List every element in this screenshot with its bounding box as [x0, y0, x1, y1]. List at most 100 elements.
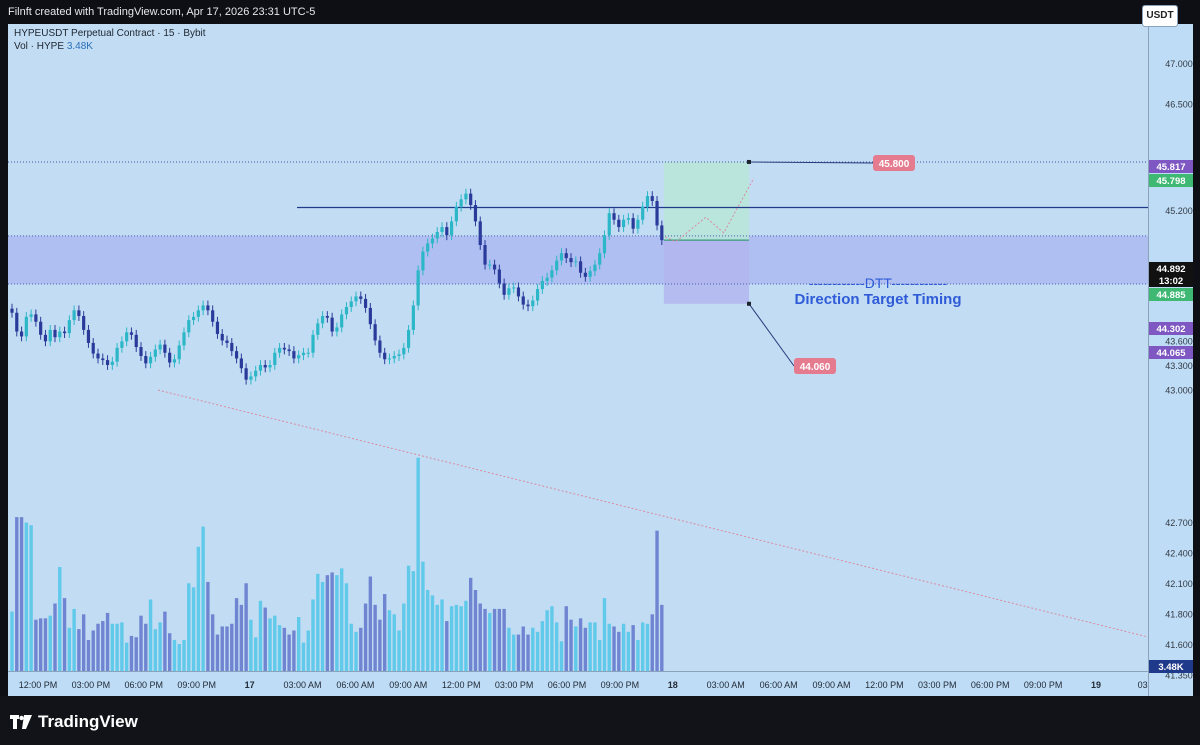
volume-bar — [607, 623, 611, 671]
volume-bar — [660, 604, 664, 671]
dtt-annotation-title: ------------DTT------------ — [809, 275, 948, 291]
volume-bar — [468, 577, 473, 671]
tradingview-logo[interactable]: TradingView — [10, 712, 138, 731]
volume-bar — [10, 611, 14, 671]
volume-bar — [81, 614, 86, 671]
volume-bar — [110, 623, 115, 671]
volume-bar — [445, 621, 449, 671]
candle-body — [416, 270, 420, 306]
volume-bar — [636, 639, 640, 671]
candle-body — [349, 301, 353, 308]
candle-body — [325, 316, 329, 318]
candle-body — [617, 219, 621, 228]
volume-bar — [34, 619, 38, 671]
price-tick-label: 45.200 — [1165, 206, 1193, 216]
volume-bar — [569, 619, 573, 671]
price-tag-box — [1149, 346, 1193, 359]
volume-bar — [387, 610, 392, 671]
symbol-legend[interactable]: HYPEUSDT Perpetual Contract · 15 · Bybit — [14, 28, 206, 39]
candle-body — [58, 331, 62, 338]
volume-bar — [554, 622, 559, 671]
candle-body — [234, 351, 239, 359]
volume-bar — [167, 633, 172, 671]
volume-bar — [15, 517, 19, 671]
time-tick-label: 03:00 AM — [283, 680, 321, 690]
candle-body — [598, 253, 602, 265]
candle-body — [340, 314, 344, 328]
volume-bar — [507, 627, 511, 671]
volume-bar — [215, 634, 220, 671]
price-tick-label: 41.800 — [1165, 610, 1193, 620]
candle-body — [225, 340, 229, 343]
candle-body — [163, 344, 167, 353]
volume-bar — [583, 627, 588, 671]
volume-legend[interactable]: Vol · HYPE 3.48K — [14, 41, 93, 52]
price-axis[interactable]: 47.00046.50045.60045.20044.40043.60043.3… — [1148, 24, 1193, 696]
candle-body — [621, 219, 626, 228]
volume-bar — [440, 599, 444, 671]
candle-body — [488, 264, 492, 266]
volume-bar — [344, 583, 349, 671]
candle-body — [363, 298, 368, 308]
candle-body — [641, 206, 645, 220]
candle-body — [497, 269, 501, 284]
candle-body — [564, 253, 568, 259]
candle-body — [206, 305, 210, 311]
candle-body — [120, 341, 124, 348]
volume-bar — [612, 626, 616, 671]
volume-bar — [182, 639, 186, 671]
stop-label-anchor — [747, 301, 751, 306]
time-tick-label: 06:00 PM — [971, 680, 1010, 690]
volume-bar — [626, 631, 631, 671]
stop-label-leader — [748, 303, 795, 367]
time-axis-svg: 12:00 PM 03:00 PM 06:00 PM 09:00 PM 17 03:00 … — [19, 680, 1148, 690]
price-tick-label: 43.000 — [1165, 385, 1193, 395]
volume-bar — [421, 561, 425, 671]
volume-bar — [96, 623, 100, 671]
footer — [0, 696, 1200, 745]
volume-bar — [621, 623, 626, 671]
volume-bar — [24, 522, 29, 671]
currency-button[interactable]: USDT — [1142, 5, 1178, 27]
candle-body — [115, 347, 119, 362]
candle-body — [101, 358, 105, 361]
candle-body — [335, 327, 339, 332]
candle-body — [373, 324, 377, 341]
candle-body — [282, 347, 286, 350]
candle-body — [521, 296, 525, 305]
candle-body — [34, 314, 38, 322]
volume-bar — [655, 530, 659, 671]
candle-body — [201, 305, 205, 311]
candle-body — [569, 258, 573, 263]
dtt-annotation-subtitle: Direction Target Timing — [795, 291, 962, 308]
time-tick-label: 09:00 PM — [1024, 680, 1063, 690]
volume-bar — [124, 642, 129, 671]
volume-bar — [378, 619, 382, 671]
candle-body — [473, 205, 478, 222]
target-label-anchor — [747, 159, 751, 164]
volume-bar — [382, 594, 387, 671]
volume-bar — [48, 615, 52, 671]
candle-body — [383, 352, 387, 360]
candle-body — [612, 213, 616, 220]
volume-bar — [478, 603, 482, 671]
volume-bar — [253, 637, 258, 671]
volume-bar — [540, 621, 545, 671]
price-tag-box — [1149, 660, 1193, 673]
time-axis[interactable]: 12:00 PM 03:00 PM 06:00 PM 09:00 PM 17 03:00 … — [8, 671, 1148, 697]
target-label-box — [873, 155, 915, 171]
candle-body — [158, 344, 162, 350]
plot-area[interactable]: 45.800 44.060 ------------DTT------------ D… — [8, 24, 1148, 671]
price-tag-text: 13:02 — [1159, 276, 1183, 287]
chart-caption: Filnft created with TradingView.com, Apr… — [8, 6, 316, 18]
volume-bar — [53, 603, 57, 671]
volume-bar — [296, 617, 301, 671]
candle-body — [359, 296, 363, 299]
candle-body — [459, 199, 463, 207]
volume-bar — [234, 598, 239, 671]
volume-bar — [129, 635, 134, 671]
price-tick-label: 41.600 — [1165, 640, 1193, 650]
time-tick-label: 03:00 PM — [72, 680, 111, 690]
volume-bar — [177, 644, 181, 671]
volume-bar — [268, 618, 272, 671]
